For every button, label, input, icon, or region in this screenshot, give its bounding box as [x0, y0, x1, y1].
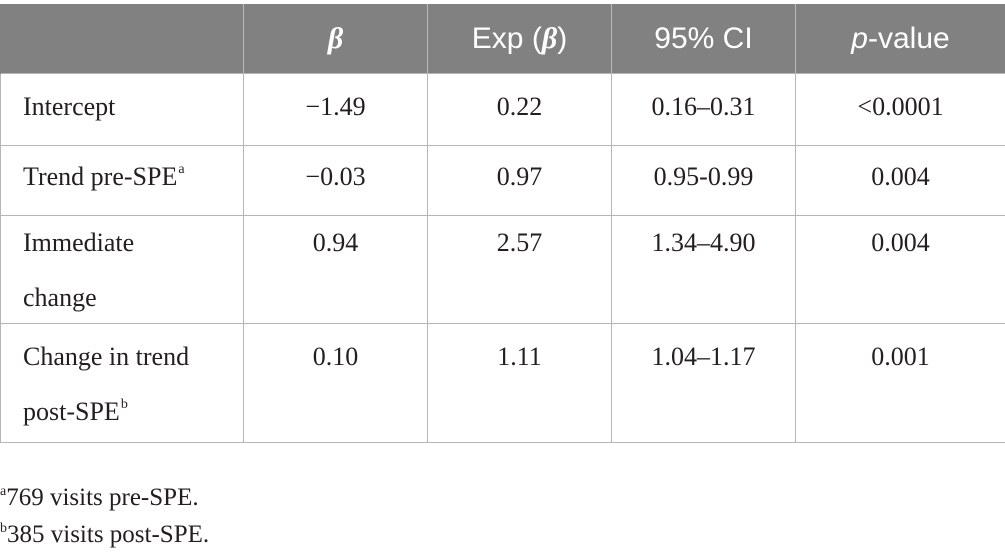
regression-results-table: β Exp (β) 95% CI p-value Intercept −1.49… [0, 4, 1005, 443]
cell-exp-beta: 0.97 [427, 145, 612, 216]
cell-p-value: 0.004 [795, 215, 1005, 324]
header-exp-prefix: Exp ( [471, 22, 542, 55]
table-header: β Exp (β) 95% CI p-value [0, 4, 1005, 74]
cell-p-value: 0.004 [795, 145, 1005, 216]
row-label-line: Intercept [23, 82, 243, 137]
row-label-line: Trend pre-SPEa [23, 152, 243, 207]
cell-beta: −1.49 [243, 73, 428, 146]
header-cell-beta: β [243, 4, 428, 74]
header-cell-term [0, 4, 244, 74]
row-label-line-2: post-SPEb [23, 387, 243, 442]
row-label: Immediate change [0, 215, 244, 324]
row-label: Change in trend post-SPEb [0, 323, 244, 443]
header-row: β Exp (β) 95% CI p-value [0, 4, 1005, 74]
footnote-mark-b: b [0, 521, 7, 536]
table-row: Intercept −1.49 0.22 0.16–0.31 <0.0001 [0, 73, 1005, 146]
cell-exp-beta: 0.22 [427, 73, 612, 146]
header-cell-p-value: p-value [795, 4, 1005, 74]
cell-beta: −0.03 [243, 145, 428, 216]
header-exp-symbol: β [541, 22, 558, 55]
cell-ci: 0.16–0.31 [611, 73, 796, 146]
cell-ci: 1.04–1.17 [611, 323, 796, 443]
cell-ci: 1.34–4.90 [611, 215, 796, 324]
row-label-text: Immediate [23, 228, 135, 257]
header-ci-text: 95% CI [654, 22, 753, 55]
header-beta-symbol: β [327, 22, 344, 55]
footnote-a: a769 visits pre-SPE. [0, 483, 199, 517]
footnote-text-b: 385 visits post-SPE. [7, 521, 210, 548]
footnote-mark-a: a [0, 484, 7, 499]
header-p-suffix: -value [867, 22, 950, 55]
footnote-marker: a [178, 162, 185, 177]
footnote-marker: b [120, 397, 128, 412]
header-exp-suffix: ) [557, 22, 568, 55]
footnote-text-a: 769 visits pre-SPE. [6, 484, 199, 511]
header-cell-ci: 95% CI [611, 4, 796, 74]
row-label-line: Change in trend [23, 332, 243, 387]
row-label: Intercept [0, 73, 244, 146]
row-label-line-2: change [23, 283, 97, 312]
cell-p-value: 0.001 [795, 323, 1005, 443]
table-body: Intercept −1.49 0.22 0.16–0.31 <0.0001 T… [0, 73, 1005, 443]
header-cell-exp-beta: Exp (β) [427, 4, 612, 74]
table-row: Trend pre-SPEa −0.03 0.97 0.95-0.99 0.00… [0, 145, 1005, 216]
cell-p-value: <0.0001 [795, 73, 1005, 146]
row-label-line: Immediate [23, 218, 243, 273]
row-label-text: Trend pre-SPE [23, 162, 178, 191]
row-label: Trend pre-SPEa [0, 145, 244, 216]
table-row: Change in trend post-SPEb 0.10 1.11 1.04–… [0, 323, 1005, 443]
cell-beta: 0.10 [243, 323, 428, 443]
row-label-text-2: post-SPE [23, 397, 120, 426]
cell-beta: 0.94 [243, 215, 428, 324]
cell-ci: 0.95-0.99 [611, 145, 796, 216]
table-row: Immediate change 0.94 2.57 1.34–4.90 0.00… [0, 215, 1005, 324]
cell-exp-beta: 2.57 [427, 215, 612, 324]
row-label-text: Intercept [23, 92, 116, 121]
footnote-b: b385 visits post-SPE. [0, 520, 209, 554]
header-p-italic: p [851, 22, 868, 55]
row-label-text: Change in trend [23, 342, 190, 371]
cell-exp-beta: 1.11 [427, 323, 612, 443]
